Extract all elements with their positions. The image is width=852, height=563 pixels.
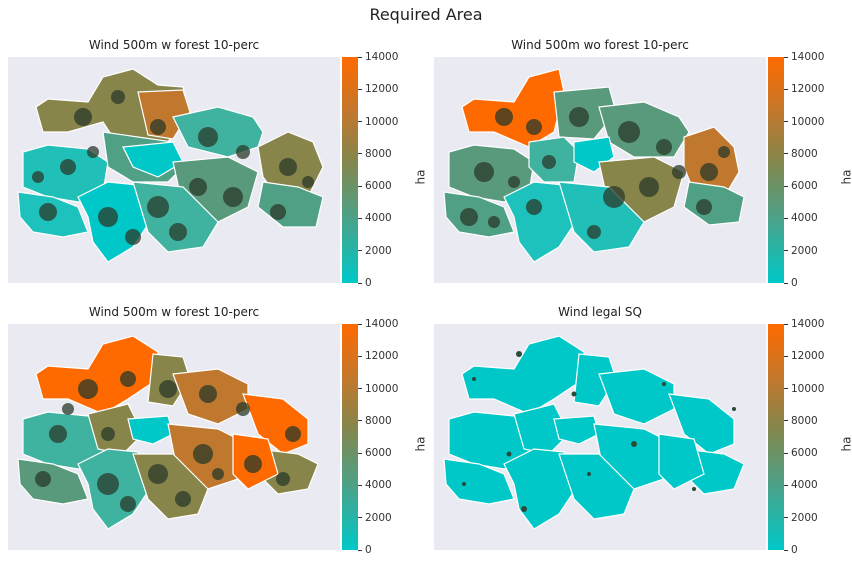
panel-title: Wind legal SQ (558, 305, 642, 319)
colorbar-ticks: 14000 12000 10000 8000 6000 4000 2000 0 (784, 51, 844, 289)
tick-label: 2000 (358, 245, 392, 257)
tick-label: 2000 (784, 245, 818, 257)
tick-label: 2000 (358, 512, 392, 524)
colorbar-ticks: 14000 12000 10000 8000 6000 4000 2000 0 (784, 318, 844, 556)
tick-label: 14000 (358, 318, 398, 330)
tick-label: 4000 (358, 212, 392, 224)
tick-label: 10000 (784, 383, 824, 395)
colorbar-label: ha (839, 169, 852, 185)
tick-label: 6000 (358, 180, 392, 192)
tick-label: 0 (358, 544, 372, 556)
region (87, 403, 144, 455)
panel-title: Wind 500m w forest 10-perc (88, 38, 260, 52)
region (443, 458, 515, 505)
tick-label: 6000 (784, 180, 818, 192)
panel-title: Wind 500m wo forest 10-perc (511, 38, 689, 52)
region (553, 415, 600, 445)
region (127, 415, 174, 445)
tick-label: 8000 (784, 415, 818, 427)
map-panel-4: Wind legal SQ (434, 305, 852, 556)
map-area (8, 324, 340, 550)
tick-label: 12000 (358, 83, 398, 95)
tick-label: 12000 (784, 350, 824, 362)
tick-label: 2000 (784, 512, 818, 524)
map-area (8, 57, 340, 283)
map-panel-3: Wind 500m w forest 10-perc (8, 305, 427, 556)
tick-label: 8000 (784, 148, 818, 160)
colorbar-label: ha (839, 436, 852, 452)
tick-label: 0 (358, 277, 372, 289)
region (513, 403, 570, 455)
tick-label: 10000 (358, 116, 398, 128)
region (461, 68, 565, 148)
region (35, 335, 159, 415)
tick-label: 6000 (358, 447, 392, 459)
tick-label: 4000 (358, 479, 392, 491)
choropleth-map-2 (443, 68, 745, 263)
tick-label: 10000 (358, 383, 398, 395)
colorbar (768, 324, 784, 550)
colorbar-ticks: 14000 12000 10000 8000 6000 4000 2000 0 (358, 318, 418, 556)
tick-label: 10000 (784, 116, 824, 128)
tick-label: 6000 (784, 447, 818, 459)
colorbar (342, 324, 358, 550)
tick-label: 14000 (784, 51, 824, 63)
colorbar (342, 57, 358, 283)
tick-label: 12000 (784, 83, 824, 95)
tick-label: 0 (784, 277, 798, 289)
tick-label: 0 (784, 544, 798, 556)
region (503, 181, 580, 263)
region (668, 393, 735, 455)
region (598, 368, 675, 425)
region (257, 181, 324, 228)
tick-label: 8000 (358, 415, 392, 427)
region (172, 106, 264, 158)
region (17, 458, 89, 505)
colorbar (768, 57, 784, 283)
region (461, 335, 585, 415)
tick-label: 8000 (358, 148, 392, 160)
region (683, 181, 745, 226)
tick-label: 12000 (358, 350, 398, 362)
tick-label: 14000 (784, 318, 824, 330)
colorbar-label: ha (413, 169, 428, 185)
colorbar-ticks: 14000 12000 10000 8000 6000 4000 2000 0 (358, 51, 418, 289)
tick-label: 4000 (784, 212, 818, 224)
region (658, 433, 705, 490)
region (558, 181, 645, 253)
choropleth-map-4 (443, 335, 745, 530)
map-area (434, 324, 766, 550)
tick-label: 14000 (358, 51, 398, 63)
choropleth-map-1 (17, 68, 324, 263)
choropleth-map-3 (17, 335, 319, 530)
colorbar-label: ha (413, 436, 428, 452)
tick-label: 4000 (784, 479, 818, 491)
map-area (434, 57, 766, 283)
region (122, 141, 184, 178)
map-panel-1: Wind 500m w forest 10-perc (8, 38, 427, 289)
region (558, 453, 635, 520)
map-panel-2: Wind 500m wo forest 10-perc (434, 38, 852, 289)
panel-title: Wind 500m w forest 10-perc (88, 305, 260, 319)
figure-title: Required Area (369, 5, 483, 24)
